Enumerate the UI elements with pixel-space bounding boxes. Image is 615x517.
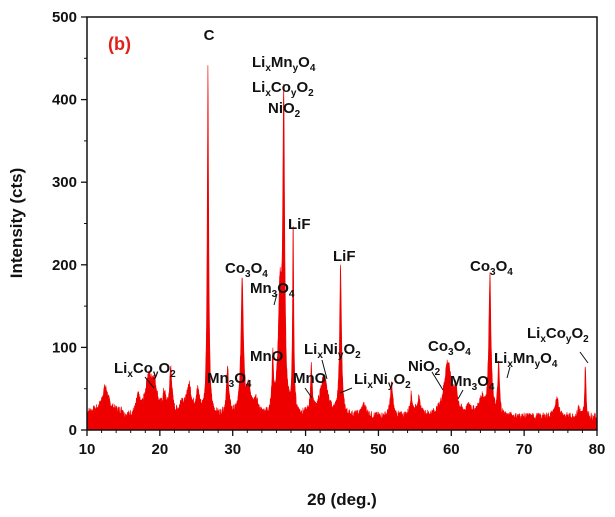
annotation-leader: [273, 293, 278, 306]
annotation-label: Co3O4: [470, 258, 513, 278]
annotation-label: LixMnyO4: [494, 350, 558, 370]
annotation-leader: [431, 371, 444, 391]
axis-ticks: 10 20 30 40 50 60 70 80 0 100 200 300 400 500: [52, 9, 605, 458]
y-tick-label: 100: [52, 339, 77, 356]
x-tick-label: 40: [297, 441, 314, 458]
y-tick-label: 300: [52, 174, 77, 191]
y-tick-label: 0: [69, 422, 77, 439]
annotation-label: LixMnyO4: [252, 54, 316, 74]
annotation-leader: [321, 359, 328, 380]
x-tick-label: 30: [224, 441, 241, 458]
peak-annotations: CLixMnyO4LixCoyO2NiO2LiFCo3O4Mn3O4LiFLix…: [114, 27, 589, 400]
panel-label: (b): [108, 34, 131, 54]
annotation-label: Co3O4: [225, 260, 268, 280]
annotation-label: LiF: [333, 248, 356, 265]
x-tick-label: 20: [152, 441, 169, 458]
annotation-label: Mn3O4: [250, 280, 295, 300]
x-axis-label: 2θ (deg.): [307, 490, 377, 509]
x-tick-label: 70: [516, 441, 533, 458]
x-tick-label: 10: [79, 441, 96, 458]
annotation-leader: [457, 389, 464, 400]
annotation-label: LixCoyO2: [527, 325, 589, 345]
annotation-label: C: [204, 27, 215, 44]
annotation-label: MnO: [293, 370, 327, 387]
annotation-label: Co3O4: [428, 338, 471, 358]
annotation-leader: [144, 376, 155, 389]
x-tick-label: 80: [589, 441, 606, 458]
annotation-label: Mn3O4: [450, 373, 495, 393]
y-tick-label: 400: [52, 92, 77, 109]
x-tick-label: 50: [370, 441, 387, 458]
annotation-label: Mn3O4: [207, 370, 252, 390]
annotation-leader: [339, 387, 353, 394]
annotation-label: LixNiyO2: [304, 341, 361, 361]
annotation-label: LixNiyO2: [354, 371, 411, 391]
annotation-label: LiF: [288, 216, 311, 233]
y-tick-label: 200: [52, 257, 77, 274]
annotation-label: NiO2: [268, 100, 301, 120]
annotation-leader: [304, 387, 313, 399]
annotation-leader: [506, 366, 511, 379]
spectrum-area: [86, 65, 598, 431]
x-tick-label: 60: [443, 441, 460, 458]
y-axis-label: Intensity (cts): [7, 168, 26, 279]
annotation-leader: [579, 351, 589, 364]
annotation-label: NiO2: [408, 358, 441, 378]
annotation-label: LixCoyO2: [252, 79, 314, 99]
annotation-label: MnO: [250, 348, 284, 365]
spectrum-fill: [86, 65, 598, 431]
annotation-label: LixCoyO2: [114, 360, 176, 380]
y-tick-label: 500: [52, 9, 77, 26]
